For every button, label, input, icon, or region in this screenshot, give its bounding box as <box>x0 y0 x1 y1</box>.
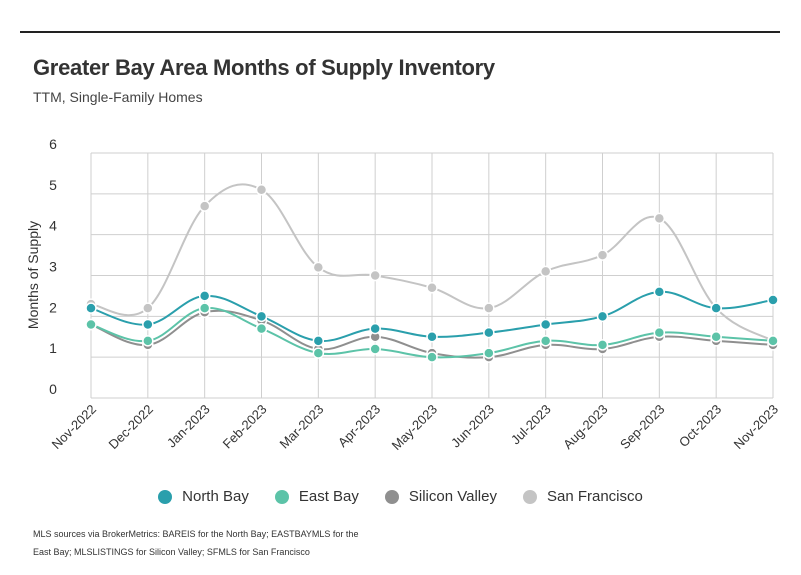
legend-label: Silicon Valley <box>408 488 497 505</box>
data-point-north-bay <box>596 310 609 323</box>
legend-item: San Francisco <box>522 488 643 505</box>
y-ticks: 0 1 2 3 4 5 6 <box>49 136 57 397</box>
data-point-east-bay <box>767 335 779 347</box>
x-tick-label: Aug-2023 <box>560 402 610 452</box>
data-point-san-francisco <box>539 265 552 278</box>
data-point-north-bay <box>653 286 666 298</box>
data-point-san-francisco <box>142 302 154 314</box>
data-point-north-bay <box>369 322 381 335</box>
top-rule <box>20 31 780 33</box>
legend: North Bay East Bay Silicon Valley San Franc… <box>0 488 801 505</box>
data-point-north-bay <box>198 290 211 302</box>
data-point-san-francisco <box>653 212 666 225</box>
y-tick-label: 2 <box>49 299 57 315</box>
data-point-east-bay <box>85 318 97 331</box>
legend-swatch <box>274 489 289 504</box>
y-tick-label: 4 <box>49 218 57 234</box>
data-point-east-bay <box>426 351 438 363</box>
chart-subtitle: TTM, Single-Family Homes <box>33 89 203 105</box>
chart-title: Greater Bay Area Months of Supply Invent… <box>33 55 495 80</box>
data-point-san-francisco <box>198 200 211 212</box>
y-axis-label: Months of Supply <box>25 221 41 329</box>
x-ticks: Nov-2022 Dec-2022 Jan-2023 Feb-2023 Mar-2023… <box>49 402 781 453</box>
data-point-north-bay <box>255 310 268 323</box>
y-tick-label: 3 <box>49 259 57 275</box>
data-point-east-bay <box>483 347 495 359</box>
x-tick-label: Jun-2023 <box>448 402 497 451</box>
legend-swatch <box>384 489 399 504</box>
legend-label: San Francisco <box>546 488 643 505</box>
data-point-east-bay <box>369 343 381 355</box>
data-point-east-bay <box>596 339 609 351</box>
data-point-san-francisco <box>483 302 495 314</box>
x-tick-label: May-2023 <box>389 402 440 453</box>
x-tick-label: Apr-2023 <box>335 402 383 450</box>
data-point-san-francisco <box>369 269 381 282</box>
legend-swatch <box>158 489 173 504</box>
data-point-east-bay <box>142 335 154 347</box>
data-point-east-bay <box>710 331 722 343</box>
series-points-north-bay <box>85 286 779 347</box>
y-tick-label: 6 <box>49 136 57 152</box>
series-points <box>85 184 779 363</box>
x-tick-label: Dec-2022 <box>105 402 155 452</box>
series-points-east-bay <box>85 302 779 363</box>
x-tick-label: Mar-2023 <box>277 402 327 452</box>
data-point-north-bay <box>142 318 154 331</box>
data-point-north-bay <box>85 302 97 314</box>
legend-item: North Bay <box>158 488 249 505</box>
x-tick-label: Jan-2023 <box>164 402 213 451</box>
data-point-san-francisco <box>312 261 325 274</box>
x-tick-label: Feb-2023 <box>220 402 270 452</box>
legend-label: North Bay <box>182 488 249 505</box>
data-point-north-bay <box>767 294 779 306</box>
y-tick-label: 0 <box>49 381 57 397</box>
data-point-north-bay <box>710 302 722 314</box>
data-point-north-bay <box>483 326 495 339</box>
legend-label: East Bay <box>298 488 359 505</box>
data-point-san-francisco <box>255 184 268 196</box>
legend-item: Silicon Valley <box>384 488 497 505</box>
data-point-east-bay <box>653 326 666 339</box>
x-tick-label: Jul-2023 <box>508 402 554 448</box>
source-note: MLS sources via BrokerMetrics: BAREIS fo… <box>33 529 359 557</box>
data-point-north-bay <box>539 318 552 331</box>
data-point-san-francisco <box>596 249 609 261</box>
data-point-east-bay <box>198 302 211 314</box>
x-tick-label: Nov-2022 <box>49 402 99 452</box>
data-point-east-bay <box>312 347 325 359</box>
line-chart: 0 1 2 3 4 5 6 Months of Supply Nov-2022 Dec-202… <box>25 136 781 453</box>
data-point-east-bay <box>255 322 268 335</box>
x-tick-label: Oct-2023 <box>676 402 724 450</box>
x-tick-label: Nov-2023 <box>731 402 781 452</box>
data-point-san-francisco <box>426 282 438 294</box>
data-point-north-bay <box>312 335 325 347</box>
y-tick-label: 1 <box>49 340 57 356</box>
data-point-north-bay <box>426 331 438 343</box>
legend-swatch <box>522 489 537 504</box>
legend-item: East Bay <box>274 488 359 505</box>
x-tick-label: Sep-2023 <box>617 402 667 452</box>
y-tick-label: 5 <box>49 177 57 193</box>
data-point-east-bay <box>539 335 552 347</box>
